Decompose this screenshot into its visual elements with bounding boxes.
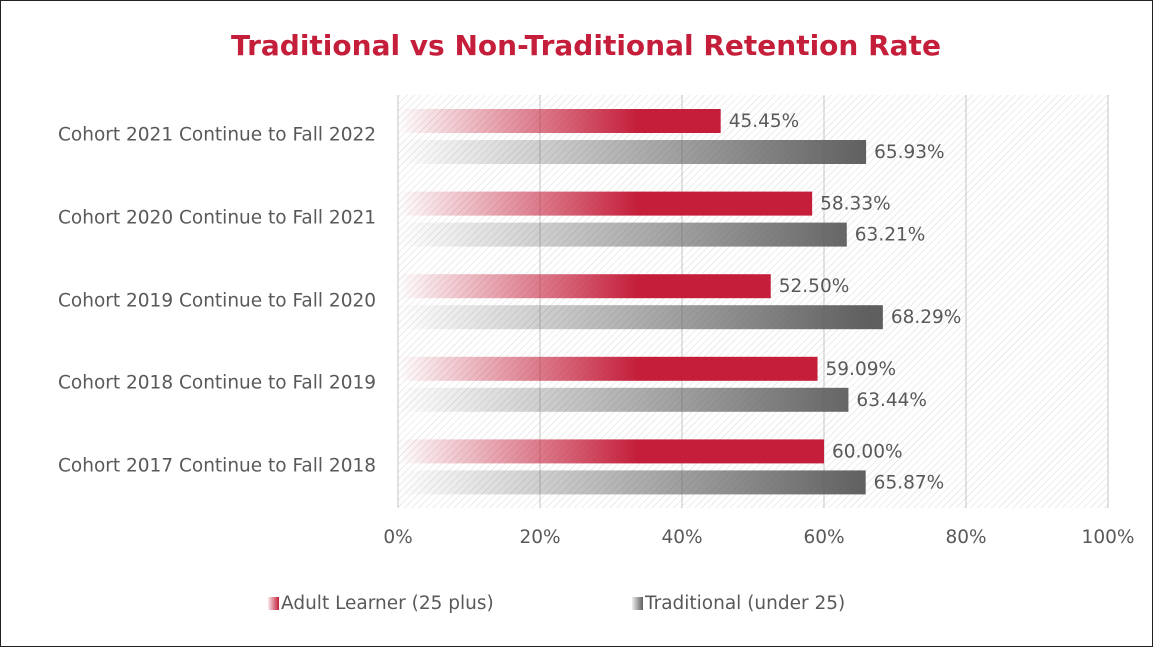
legend-label: Traditional (under 25) <box>644 593 845 614</box>
bar <box>398 140 867 164</box>
legend-swatch <box>268 597 279 610</box>
legend-swatch <box>632 597 643 610</box>
value-label: 59.09% <box>826 359 897 380</box>
bar <box>398 305 883 330</box>
bar <box>398 439 824 464</box>
bar <box>398 222 847 247</box>
value-label: 65.87% <box>874 472 945 493</box>
value-label: 63.44% <box>856 390 927 411</box>
value-label: 52.50% <box>779 276 850 297</box>
bar <box>398 470 866 495</box>
y-tick-label: Cohort 2017 Continue to Fall 2018 <box>57 455 377 477</box>
value-label: 63.21% <box>855 225 926 246</box>
value-label: 68.29% <box>891 307 962 328</box>
bar <box>398 387 849 412</box>
x-tick-label: 60% <box>803 527 844 548</box>
value-label: 58.33% <box>820 194 891 215</box>
bar <box>398 274 771 299</box>
y-tick-label: Cohort 2020 Continue to Fall 2021 <box>57 207 377 229</box>
x-tick-label: 40% <box>661 527 702 548</box>
y-tick-label: Cohort 2019 Continue to Fall 2020 <box>57 290 377 311</box>
y-tick-label: Cohort 2021 Continue to Fall 2022 <box>57 124 377 146</box>
chart-title: Traditional vs Non-Traditional Retention… <box>231 29 941 62</box>
x-tick-label: 80% <box>945 527 986 548</box>
bar <box>398 109 721 133</box>
x-tick-label: 100% <box>1082 527 1135 548</box>
bar <box>398 191 813 216</box>
value-label: 65.93% <box>874 142 945 163</box>
x-tick-label: 0% <box>383 527 412 548</box>
x-tick-label: 20% <box>519 527 560 548</box>
legend-label: Adult Learner (25 plus) <box>281 593 494 614</box>
y-tick-label: Cohort 2018 Continue to Fall 2019 <box>57 372 377 394</box>
value-label: 60.00% <box>832 441 903 462</box>
bar <box>398 356 818 381</box>
value-label: 45.45% <box>729 111 800 132</box>
